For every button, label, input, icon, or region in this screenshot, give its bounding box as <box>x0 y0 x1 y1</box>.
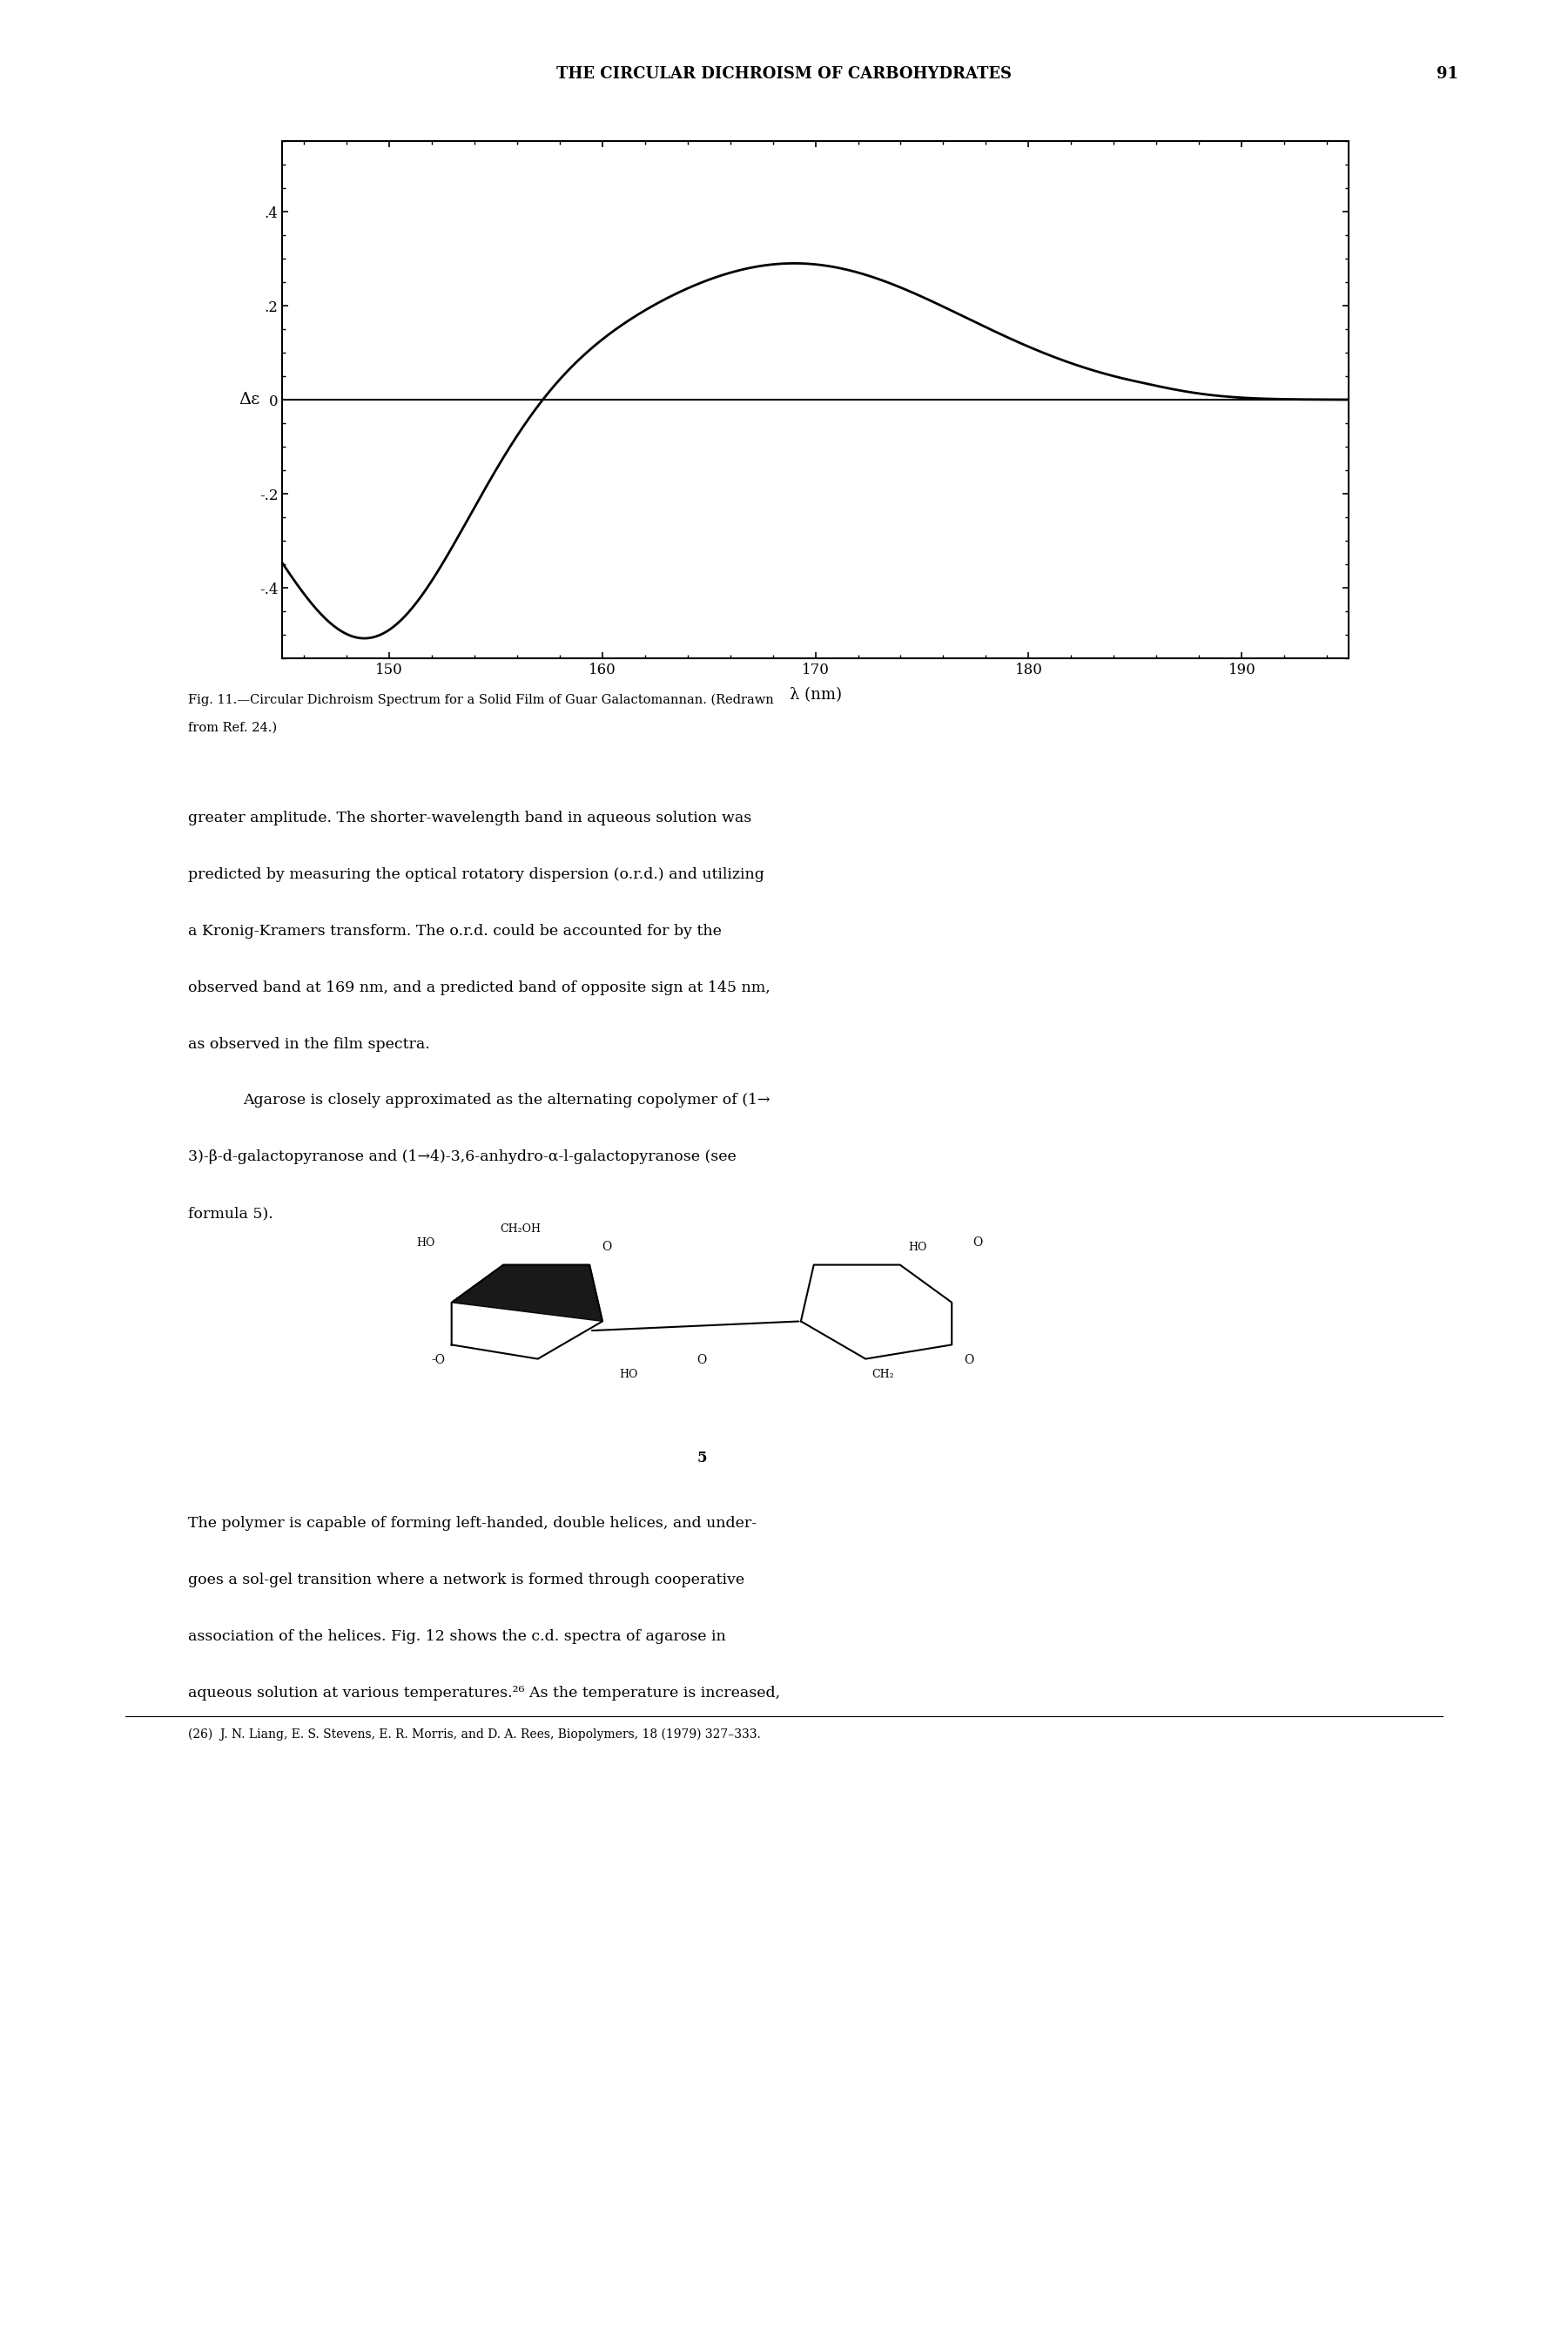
Text: Fig. 11.—Circular Dichroism Spectrum for a Solid Film of Guar Galactomannan. (Re: Fig. 11.—Circular Dichroism Spectrum for… <box>188 694 775 705</box>
Text: O: O <box>696 1354 707 1366</box>
Text: THE CIRCULAR DICHROISM OF CARBOHYDRATES: THE CIRCULAR DICHROISM OF CARBOHYDRATES <box>557 66 1011 82</box>
Text: O: O <box>602 1241 612 1253</box>
Text: 5: 5 <box>696 1451 707 1465</box>
Y-axis label: Δε: Δε <box>238 393 260 407</box>
Text: O: O <box>972 1237 983 1248</box>
Text: aqueous solution at various temperatures.²⁶ As the temperature is increased,: aqueous solution at various temperatures… <box>188 1686 781 1700</box>
Text: HO: HO <box>619 1368 638 1380</box>
Text: association of the helices. Fig. 12 shows the c.d. spectra of agarose in: association of the helices. Fig. 12 show… <box>188 1629 726 1643</box>
Text: -O: -O <box>431 1354 445 1366</box>
Text: a Kronig-Kramers transform. The o.r.d. could be accounted for by the: a Kronig-Kramers transform. The o.r.d. c… <box>188 924 721 938</box>
Text: CH₂OH: CH₂OH <box>500 1223 541 1234</box>
Text: Agarose is closely approximated as the alternating copolymer of (1→: Agarose is closely approximated as the a… <box>243 1093 770 1107</box>
Text: 3)-β-d-galactopyranose and (1→4)-3,6-anhydro-α-l-galactopyranose (see: 3)-β-d-galactopyranose and (1→4)-3,6-anh… <box>188 1150 737 1164</box>
Text: The polymer is capable of forming left-handed, double helices, and under-: The polymer is capable of forming left-h… <box>188 1516 757 1531</box>
Text: (26)  J. N. Liang, E. S. Stevens, E. R. Morris, and D. A. Rees, Biopolymers, 18 : (26) J. N. Liang, E. S. Stevens, E. R. M… <box>188 1728 760 1740</box>
Text: formula 5).: formula 5). <box>188 1206 273 1220</box>
Text: predicted by measuring the optical rotatory dispersion (o.r.d.) and utilizing: predicted by measuring the optical rotat… <box>188 868 765 882</box>
Text: goes a sol-gel transition where a network is formed through cooperative: goes a sol-gel transition where a networ… <box>188 1573 745 1587</box>
Text: greater amplitude. The shorter-wavelength band in aqueous solution was: greater amplitude. The shorter-wavelengt… <box>188 811 751 825</box>
Text: O: O <box>964 1354 974 1366</box>
Text: HO: HO <box>417 1237 434 1248</box>
Polygon shape <box>452 1265 602 1321</box>
Text: observed band at 169 nm, and a predicted band of opposite sign at 145 nm,: observed band at 169 nm, and a predicted… <box>188 980 770 994</box>
Text: 91: 91 <box>1436 66 1458 82</box>
X-axis label: λ (nm): λ (nm) <box>789 686 842 703</box>
Text: from Ref. 24.): from Ref. 24.) <box>188 722 278 734</box>
Text: as observed in the film spectra.: as observed in the film spectra. <box>188 1037 430 1051</box>
Text: HO: HO <box>908 1241 927 1253</box>
Text: CH₂: CH₂ <box>872 1368 894 1380</box>
